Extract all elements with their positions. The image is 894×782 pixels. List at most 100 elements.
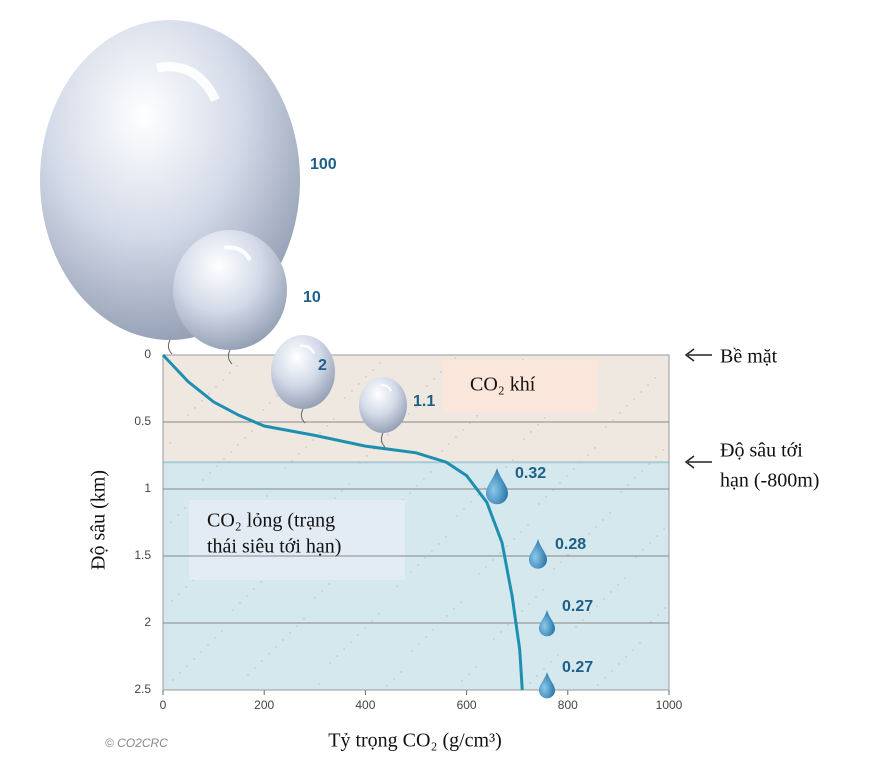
texture-dot [641,470,642,471]
texture-dot [215,386,216,387]
texture-dot [433,378,434,379]
texture-dot [455,436,456,437]
texture-dot [350,641,351,642]
texture-dot [663,528,664,529]
texture-dot [372,369,373,370]
texture-dot [544,417,545,418]
texture-dot [201,400,202,401]
texture-dot [393,678,394,679]
texture-dot [184,507,185,508]
texture-dot [202,479,203,480]
texture-dot [262,409,263,410]
texture-dot [527,524,528,525]
texture-dot [530,431,531,432]
y-tick-label: 2 [144,615,151,629]
texture-dot [426,385,427,386]
texture-dot [499,552,500,553]
texture-dot [618,663,619,664]
texture-dot [328,583,329,584]
texture-dot [604,677,605,678]
texture-dot [647,384,648,385]
texture-dot [445,536,446,537]
texture-dot [378,613,379,614]
texture-dot [417,564,418,565]
texture-dot [625,656,626,657]
texture-dot [431,550,432,551]
texture-dot [553,568,554,569]
texture-dot [432,629,433,630]
texture-dot [463,508,464,509]
volume-label: 10 [303,289,321,306]
texture-dot [595,526,596,527]
texture-dot [425,636,426,637]
texture-dot [246,595,247,596]
texture-dot [588,533,589,534]
texture-dot [221,630,222,631]
volume-label: 100 [310,156,337,173]
texture-dot [193,658,194,659]
texture-dot [364,627,365,628]
texture-dot [493,638,494,639]
texture-dot [396,585,397,586]
texture-dot [216,465,217,466]
texture-dot [209,472,210,473]
texture-dot [269,402,270,403]
texture-dot [424,557,425,558]
texture-dot [478,573,479,574]
texture-dot [282,639,283,640]
texture-dot [298,453,299,454]
texture-dot [611,670,612,671]
texture-dot [520,531,521,532]
texture-dot [329,662,330,663]
gas-label: CO₂ khí [470,374,536,396]
texture-dot [650,621,651,622]
texture-dot [319,432,320,433]
volume-label: 0.32 [515,465,546,482]
texture-dot [587,454,588,455]
texture-dot [289,632,290,633]
texture-dot [454,357,455,358]
texture-dot [187,414,188,415]
texture-dot [268,653,269,654]
volume-label: 2 [318,357,327,374]
texture-dot [470,501,471,502]
texture-dot [543,668,544,669]
texture-dot [657,614,658,615]
texture-dot [185,586,186,587]
texture-dot [476,415,477,416]
texture-dot [208,393,209,394]
texture-dot [642,549,643,550]
texture-dot [318,683,319,684]
texture-dot [357,634,358,635]
texture-dot [386,685,387,686]
texture-dot [214,637,215,638]
texture-dot [222,379,223,380]
texture-dot [506,545,507,546]
texture-dot [507,624,508,625]
x-tick-label: 400 [355,698,375,712]
texture-dot [341,490,342,491]
texture-dot [521,610,522,611]
texture-dot [336,655,337,656]
texture-dot [649,542,650,543]
texture-dot [648,463,649,464]
x-tick-label: 1000 [656,698,683,712]
volume-label: 0.27 [562,659,593,676]
arrows [686,349,712,468]
texture-dot [334,497,335,498]
texture-dot [236,365,237,366]
texture-dot [305,446,306,447]
texture-dot [284,467,285,468]
texture-dot [461,680,462,681]
surface-label: Bề mặt [720,346,778,368]
texture-dot [624,577,625,578]
texture-dot [626,405,627,406]
texture-dot [194,407,195,408]
texture-dot [573,468,574,469]
texture-dot [261,660,262,661]
texture-dot [446,615,447,616]
texture-dot [512,459,513,460]
texture-dot [207,644,208,645]
texture-dot [640,391,641,392]
texture-dot [253,588,254,589]
